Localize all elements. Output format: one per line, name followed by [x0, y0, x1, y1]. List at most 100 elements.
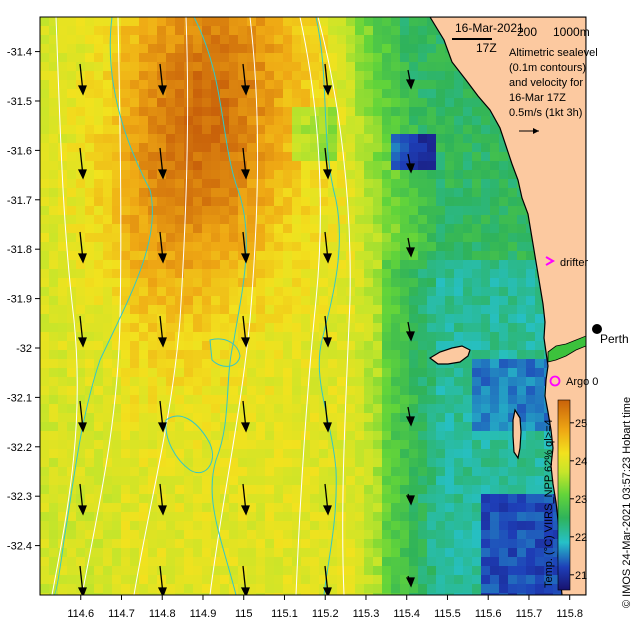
sst-cell — [202, 107, 212, 117]
sst-cell — [175, 116, 185, 126]
sst-cell — [103, 314, 113, 324]
sst-cell — [346, 539, 356, 549]
sst-cell — [139, 404, 149, 414]
sst-cell — [382, 377, 392, 387]
sst-cell — [310, 188, 320, 198]
x-tick-label: 114.7 — [108, 608, 135, 620]
sst-cell — [364, 26, 374, 36]
sst-cell — [94, 476, 104, 486]
sst-cell — [256, 242, 266, 252]
sst-cell — [112, 494, 122, 504]
sst-cell — [103, 35, 113, 45]
sst-cell — [427, 107, 437, 117]
sst-cell — [85, 53, 95, 63]
sst-cell — [76, 341, 86, 351]
sst-cell — [346, 341, 356, 351]
sst-cell — [310, 17, 320, 27]
sst-cell — [247, 323, 257, 333]
sst-field — [40, 17, 586, 595]
sst-cell — [319, 368, 329, 378]
sst-cell — [508, 440, 518, 450]
sst-cell — [409, 233, 419, 243]
sst-cell — [508, 458, 518, 468]
sst-cell — [445, 287, 455, 297]
sst-cell — [121, 377, 131, 387]
sst-cell — [256, 260, 266, 270]
sst-cell — [355, 476, 365, 486]
sst-cell — [409, 305, 419, 315]
sst-cell — [58, 35, 68, 45]
sst-cell — [382, 413, 392, 423]
sst-cell — [175, 440, 185, 450]
sst-cell — [211, 350, 221, 360]
sst-cell — [337, 386, 347, 396]
sst-cell — [238, 269, 248, 279]
sst-cell — [418, 89, 428, 99]
sst-cell — [238, 557, 248, 567]
sst-cell — [499, 179, 509, 189]
sst-cell — [229, 152, 239, 162]
sst-cell — [121, 530, 131, 540]
sst-cell — [463, 89, 473, 99]
sst-cell — [121, 179, 131, 189]
sst-cell — [382, 503, 392, 513]
sst-cell — [40, 530, 50, 540]
perth-marker: Perth — [592, 324, 629, 346]
sst-cell — [166, 89, 176, 99]
sst-cell — [184, 197, 194, 207]
sst-cell — [85, 98, 95, 108]
sst-cell — [463, 593, 473, 595]
sst-cell — [58, 152, 68, 162]
sst-cell — [310, 206, 320, 216]
sst-cell — [184, 485, 194, 495]
sst-cell — [337, 125, 347, 135]
sst-cell — [256, 71, 266, 81]
sst-cell — [184, 206, 194, 216]
sst-cell — [67, 125, 77, 135]
colorbar-tick-label: 22 — [575, 532, 587, 544]
sst-cell — [454, 224, 464, 234]
sst-cell — [130, 512, 140, 522]
sst-cell — [301, 494, 311, 504]
sst-cell — [256, 386, 266, 396]
sst-cell — [535, 476, 545, 486]
sst-cell — [319, 377, 329, 387]
sst-cell — [67, 458, 77, 468]
sst-cell — [139, 233, 149, 243]
sst-cell — [67, 593, 77, 595]
sst-cell — [472, 521, 482, 531]
sst-cell — [67, 359, 77, 369]
sst-cell — [130, 440, 140, 450]
sst-cell — [373, 521, 383, 531]
sst-cell — [373, 593, 383, 595]
sst-cell — [256, 269, 266, 279]
sst-cell — [373, 503, 383, 513]
sst-cell — [238, 278, 248, 288]
sst-cell — [103, 125, 113, 135]
sst-cell — [166, 170, 176, 180]
sst-cell — [184, 467, 194, 477]
sst-cell — [418, 557, 428, 567]
sst-cell — [211, 269, 221, 279]
sst-cell — [400, 197, 410, 207]
sst-cell — [409, 521, 419, 531]
sst-cell — [76, 530, 86, 540]
sst-cell — [382, 575, 392, 585]
sst-cell — [58, 107, 68, 117]
sst-cell — [211, 179, 221, 189]
sst-cell — [319, 458, 329, 468]
sst-cell — [436, 143, 446, 153]
sst-cell — [391, 197, 401, 207]
sst-cell — [103, 440, 113, 450]
sst-cell — [535, 350, 545, 360]
sst-cell — [148, 458, 158, 468]
sst-cell — [148, 179, 158, 189]
sst-cell — [391, 62, 401, 72]
sst-cell — [121, 512, 131, 522]
sst-cell — [175, 161, 185, 171]
sst-cell — [130, 71, 140, 81]
sst-cell — [535, 305, 545, 315]
sst-cell — [148, 368, 158, 378]
sst-cell — [211, 368, 221, 378]
sst-cell — [292, 431, 302, 441]
